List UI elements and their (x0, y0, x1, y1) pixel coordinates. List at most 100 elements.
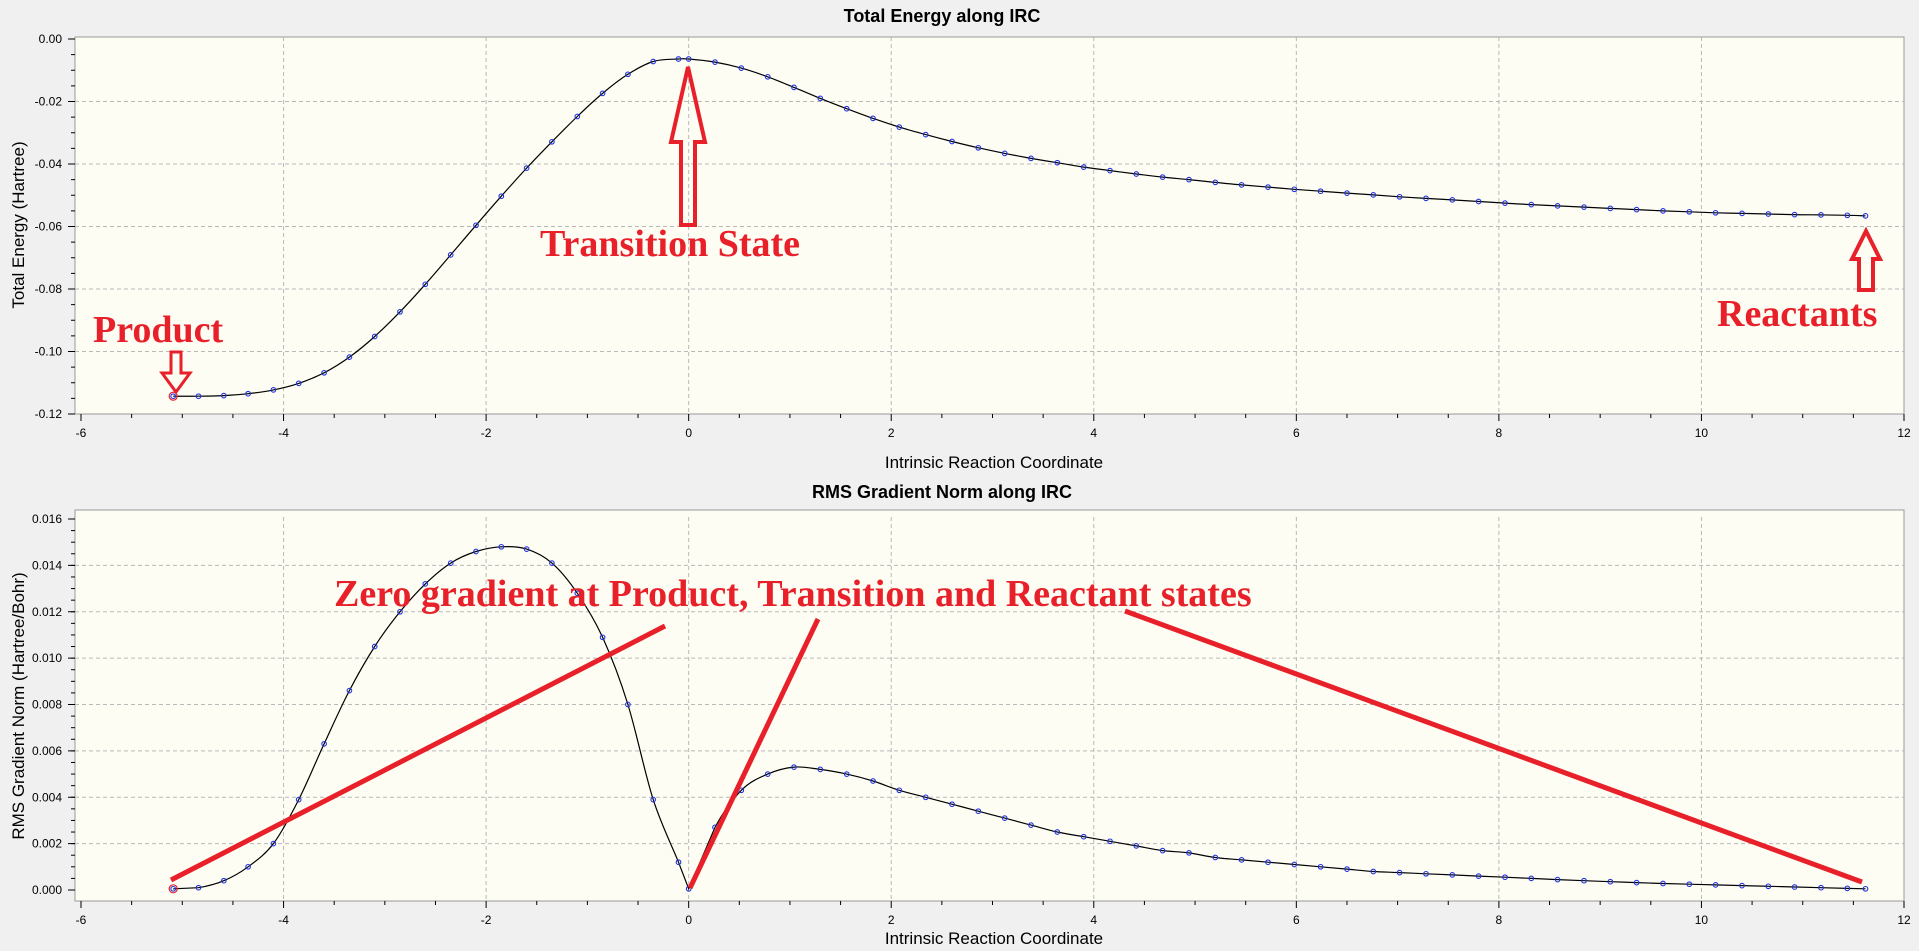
data-point (498, 193, 505, 200)
data-point (1080, 164, 1087, 170)
y-tick-label: 0.016 (32, 512, 62, 526)
data-point (1080, 833, 1087, 840)
y-tick-label: 0.012 (32, 605, 62, 619)
data-point (870, 778, 876, 784)
data-point (675, 859, 682, 866)
data-point (1344, 190, 1350, 196)
y-tick-label: 0.000 (32, 883, 62, 897)
zero-gradient-annotation: Zero gradient at Product, Transition and… (334, 573, 1252, 615)
x-tick-label: 12 (1897, 426, 1911, 440)
pointer-line-transition (687, 617, 821, 890)
data-point (675, 56, 682, 62)
data-point (346, 687, 353, 694)
data-point (1001, 815, 1008, 821)
data-point (1712, 209, 1719, 216)
data-point (1660, 880, 1666, 887)
x-tick-label: 0 (685, 426, 692, 440)
data-point (922, 794, 929, 801)
data-point (295, 796, 302, 803)
data-point (599, 634, 606, 641)
data-point (1528, 875, 1535, 882)
data-point (1265, 859, 1271, 866)
current-point-marker (168, 884, 178, 894)
data-point (1765, 211, 1772, 217)
data-point (625, 71, 631, 78)
energy-y-axis-label: Total Energy (Hartree) (9, 141, 28, 308)
data-point (447, 252, 454, 258)
gradient-ticks: -6 -4 -2 0 2 4 6 8 10 12 0.000 0.002 0.004 0.006 0.008… (32, 512, 1911, 927)
y-tick-label: 0.008 (32, 698, 62, 712)
data-point (447, 560, 454, 566)
data-point (1396, 193, 1403, 200)
x-tick-label: -2 (481, 913, 492, 927)
data-point (523, 546, 530, 552)
y-tick-label: -0.08 (35, 282, 63, 296)
x-tick-label: 4 (1090, 426, 1097, 440)
x-tick-label: 2 (888, 426, 895, 440)
energy-curve (173, 58, 1866, 397)
data-point (422, 281, 429, 288)
data-point (1133, 171, 1140, 177)
data-point (685, 56, 692, 62)
data-point (870, 115, 876, 122)
data-point (1844, 885, 1851, 892)
data-point (1739, 210, 1745, 217)
data-point (1818, 884, 1824, 891)
data-point (1291, 861, 1298, 868)
energy-ticks: -6 -4 -2 0 2 4 6 8 10 12 0.00 -0.02 -0.04 -0.06 -0.08 -… (35, 32, 1911, 440)
data-point (1633, 879, 1640, 886)
data-point (1396, 869, 1403, 876)
data-point (1502, 874, 1508, 881)
data-point (949, 138, 955, 145)
data-point (1054, 829, 1061, 835)
data-point (650, 58, 657, 65)
data-point (195, 884, 202, 891)
gradient-curve (173, 546, 1866, 891)
data-point (1581, 877, 1587, 884)
data-point (1633, 206, 1640, 213)
data-point (1554, 203, 1561, 209)
data-point (1133, 843, 1140, 849)
data-point (1186, 176, 1192, 183)
data-point (574, 590, 581, 597)
data-point (1344, 866, 1350, 872)
energy-grid (75, 37, 1904, 414)
data-point (1502, 200, 1508, 206)
data-point (1739, 882, 1745, 889)
data-point (321, 741, 327, 747)
data-point (1028, 822, 1034, 828)
x-tick-label: -4 (278, 426, 289, 440)
x-tick-label: 10 (1695, 913, 1709, 927)
data-point (1686, 881, 1693, 888)
data-point (371, 643, 378, 650)
energy-x-axis-label: Intrinsic Reaction Coordinate (885, 453, 1103, 472)
pointer-line-reactants (1124, 608, 1863, 885)
data-point (791, 84, 797, 91)
data-point (270, 840, 277, 847)
data-point (422, 581, 429, 587)
data-point (625, 701, 631, 708)
data-point (1423, 195, 1429, 202)
data-point (1054, 159, 1061, 166)
data-point (1686, 208, 1693, 215)
data-point (1844, 212, 1851, 219)
data-point (1818, 212, 1824, 218)
gradient-x-axis-label: Intrinsic Reaction Coordinate (885, 929, 1103, 948)
data-point (574, 113, 581, 120)
product-arrow-icon (159, 350, 193, 395)
data-point (498, 543, 505, 550)
data-point (1554, 876, 1561, 883)
transition-state-arrow-icon (668, 66, 708, 227)
data-point (817, 95, 824, 102)
data-point (922, 131, 929, 138)
y-tick-label: -0.06 (35, 220, 63, 234)
data-point (975, 808, 982, 815)
data-point (1159, 174, 1166, 180)
data-point (1607, 205, 1614, 212)
data-point (1862, 213, 1869, 219)
product-annotation: Product (93, 309, 224, 351)
gradient-chart: -6 -4 -2 0 2 4 6 8 10 12 0.000 0.002 0.004 0.006 0.008… (9, 482, 1911, 948)
x-tick-label: 2 (888, 913, 895, 927)
x-tick-label: 6 (1293, 913, 1300, 927)
